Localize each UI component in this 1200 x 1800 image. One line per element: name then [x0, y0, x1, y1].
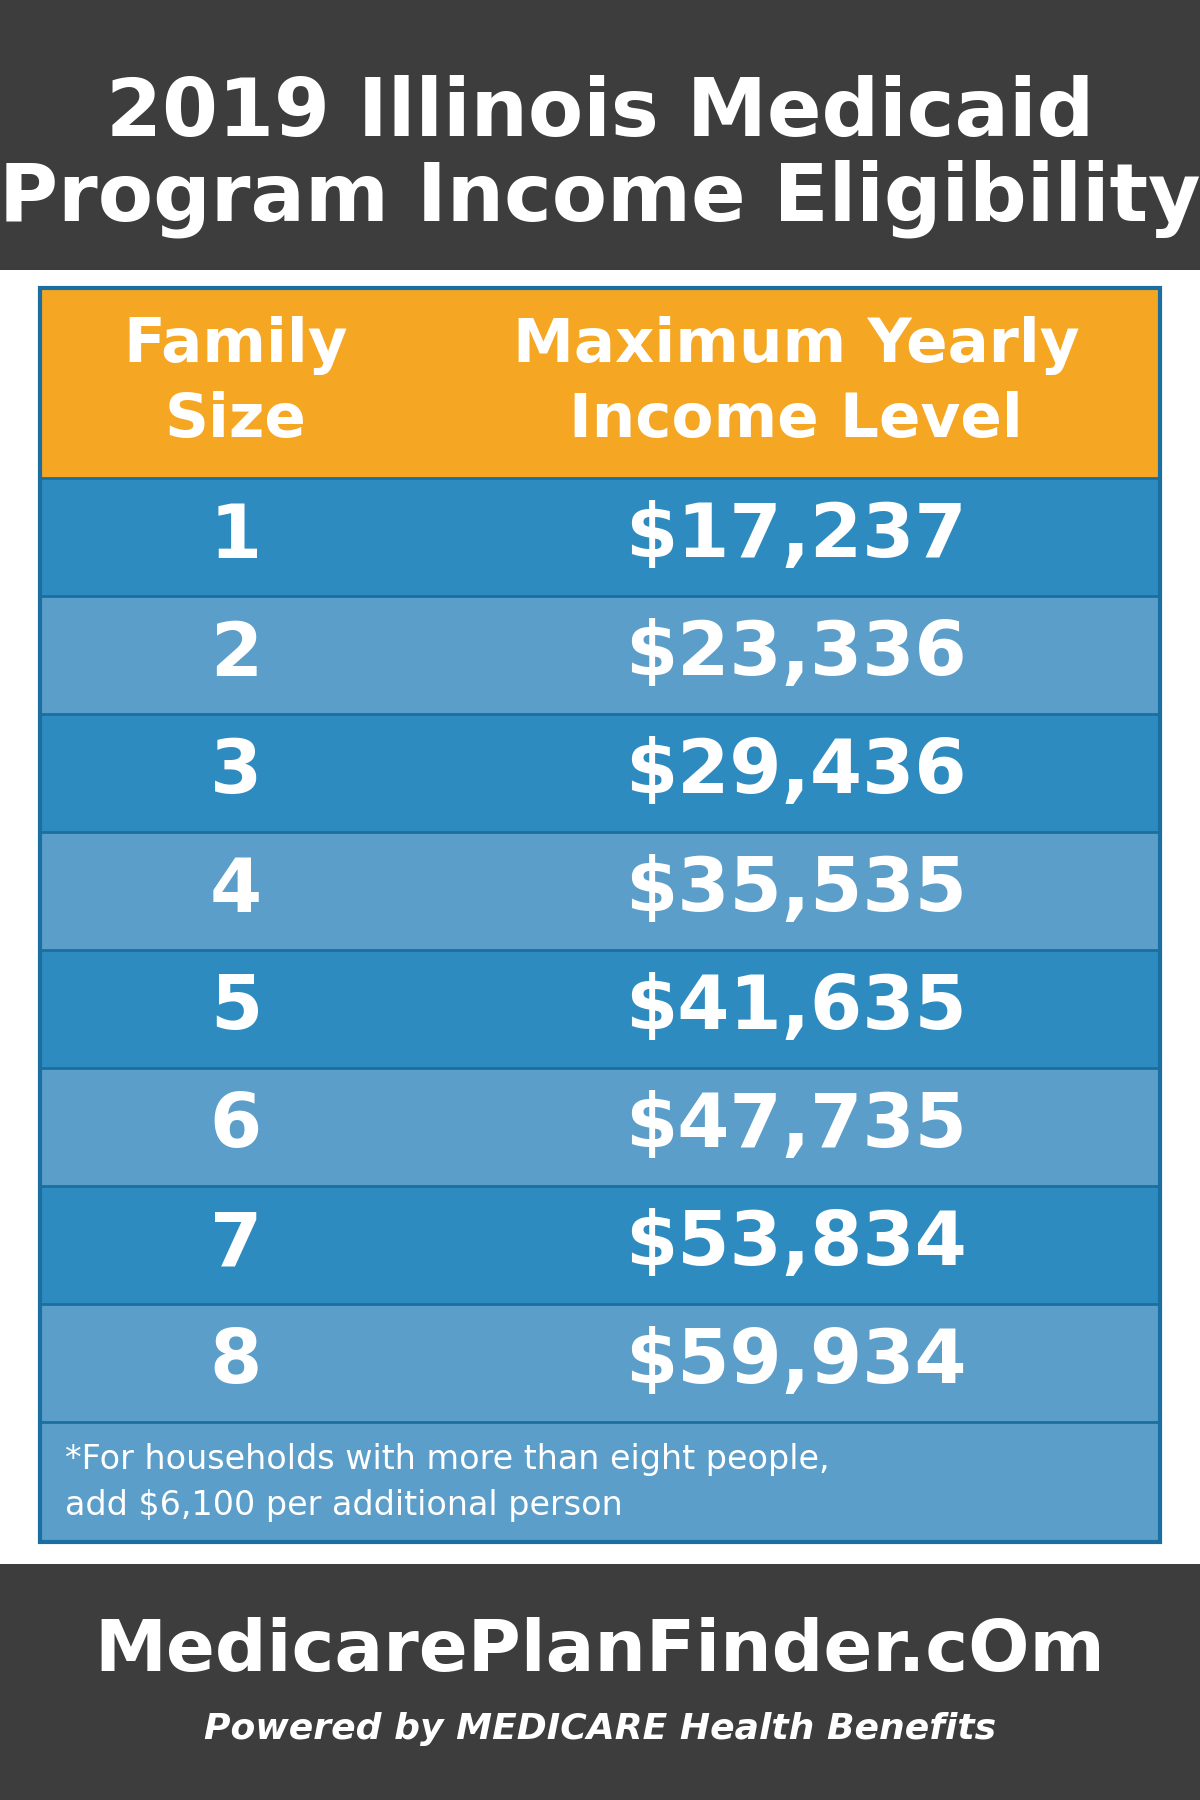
Text: 2019 Illinois Medicaid: 2019 Illinois Medicaid: [106, 76, 1094, 153]
Bar: [40, 479, 1160, 596]
Text: $35,535: $35,535: [625, 855, 967, 927]
Text: $29,436: $29,436: [625, 736, 967, 810]
Bar: [40, 1067, 1160, 1186]
Text: Family
Size: Family Size: [124, 317, 348, 450]
Text: Powered by MEDICARE Health Benefits: Powered by MEDICARE Health Benefits: [204, 1712, 996, 1746]
Text: MedicarePlanFinder.cOm: MedicarePlanFinder.cOm: [95, 1616, 1105, 1687]
Text: Program Income Eligibility: Program Income Eligibility: [0, 160, 1200, 238]
Text: $53,834: $53,834: [625, 1208, 967, 1282]
Text: $59,934: $59,934: [625, 1327, 967, 1400]
Bar: [40, 596, 1160, 715]
Bar: [40, 288, 1160, 479]
Bar: [40, 288, 1160, 1543]
Bar: [40, 1422, 1160, 1543]
Text: $23,336: $23,336: [625, 619, 967, 691]
Text: 3: 3: [210, 736, 262, 810]
Text: 8: 8: [210, 1327, 262, 1400]
Text: *For households with more than eight people,
add $6,100 per additional person: *For households with more than eight peo…: [65, 1442, 829, 1521]
Text: 1: 1: [210, 500, 262, 574]
Bar: [0, 270, 1200, 288]
Text: 7: 7: [210, 1208, 262, 1282]
Bar: [40, 1303, 1160, 1422]
Bar: [0, 1564, 1200, 1800]
Text: $41,635: $41,635: [625, 972, 967, 1046]
Text: 6: 6: [210, 1091, 262, 1163]
Text: $47,735: $47,735: [625, 1091, 967, 1163]
Bar: [40, 715, 1160, 832]
Bar: [40, 950, 1160, 1067]
Bar: [40, 1186, 1160, 1303]
Bar: [0, 1543, 1200, 1564]
Bar: [0, 0, 1200, 270]
Text: $17,237: $17,237: [625, 500, 967, 574]
Text: Maximum Yearly
Income Level: Maximum Yearly Income Level: [512, 317, 1079, 450]
Text: 2: 2: [210, 619, 262, 691]
Text: 4: 4: [210, 855, 262, 927]
Text: 5: 5: [210, 972, 262, 1046]
Bar: [40, 832, 1160, 950]
